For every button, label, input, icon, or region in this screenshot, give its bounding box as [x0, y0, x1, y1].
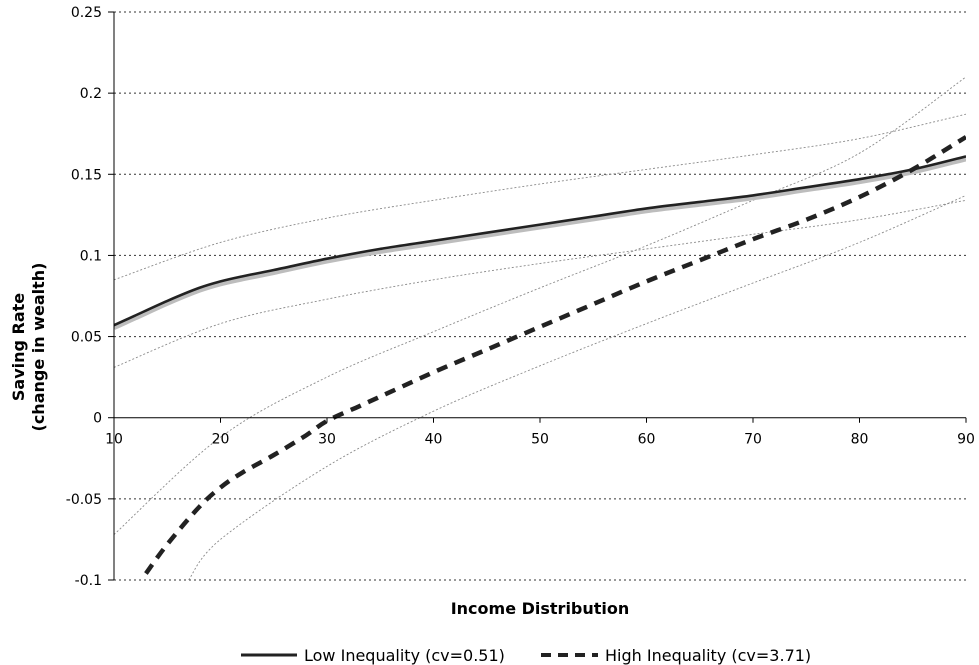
- confidence-band-line: [188, 194, 966, 580]
- legend: Low Inequality (cv=0.51) High Inequality…: [241, 646, 811, 665]
- y-axis-label-line2: (change in wealth): [29, 263, 48, 432]
- y-tick-label: 0.05: [71, 330, 102, 346]
- y-tick-label: 0: [93, 411, 102, 427]
- x-axis-label: Income Distribution: [451, 599, 630, 618]
- low-inequality-shadow: [114, 156, 966, 330]
- y-tick-label: -0.1: [75, 573, 102, 589]
- y-axis-label-line1: Saving Rate: [9, 293, 28, 401]
- x-tick-label: 20: [212, 432, 230, 448]
- x-tick-label: 50: [531, 432, 549, 448]
- confidence-band-line: [114, 199, 966, 368]
- series-line-high-inequality: [144, 135, 966, 575]
- legend-label-low-inequality: Low Inequality (cv=0.51): [304, 646, 505, 665]
- y-tick-label: 0.25: [71, 5, 102, 21]
- x-tick-label: 70: [744, 432, 762, 448]
- x-tick-label: 90: [957, 432, 975, 448]
- x-tick-label: 80: [851, 432, 869, 448]
- confidence-bands: [114, 76, 966, 580]
- y-tick-label: -0.05: [66, 492, 102, 508]
- y-tick-label: 0.1: [80, 248, 102, 264]
- series-lines: [114, 135, 966, 575]
- tick-labels: 0.25 0.2 0.15 0.1 0.05 0 -0.05 -0.1 10 20 30 40 50 60…: [66, 5, 975, 589]
- x-tick-label: 60: [638, 432, 656, 448]
- axes: [113, 12, 966, 580]
- legend-label-high-inequality: High Inequality (cv=3.71): [605, 646, 811, 665]
- confidence-band-line: [114, 76, 966, 535]
- series-line-low-inequality: [114, 155, 966, 327]
- x-tick-label: 10: [105, 432, 123, 448]
- gridlines: [114, 11, 966, 581]
- y-tick-label: 0.15: [71, 167, 102, 183]
- x-tick-label: 30: [318, 432, 336, 448]
- y-tick-label: 0.2: [80, 86, 102, 102]
- confidence-band-line: [114, 113, 966, 281]
- x-tick-label: 40: [425, 432, 443, 448]
